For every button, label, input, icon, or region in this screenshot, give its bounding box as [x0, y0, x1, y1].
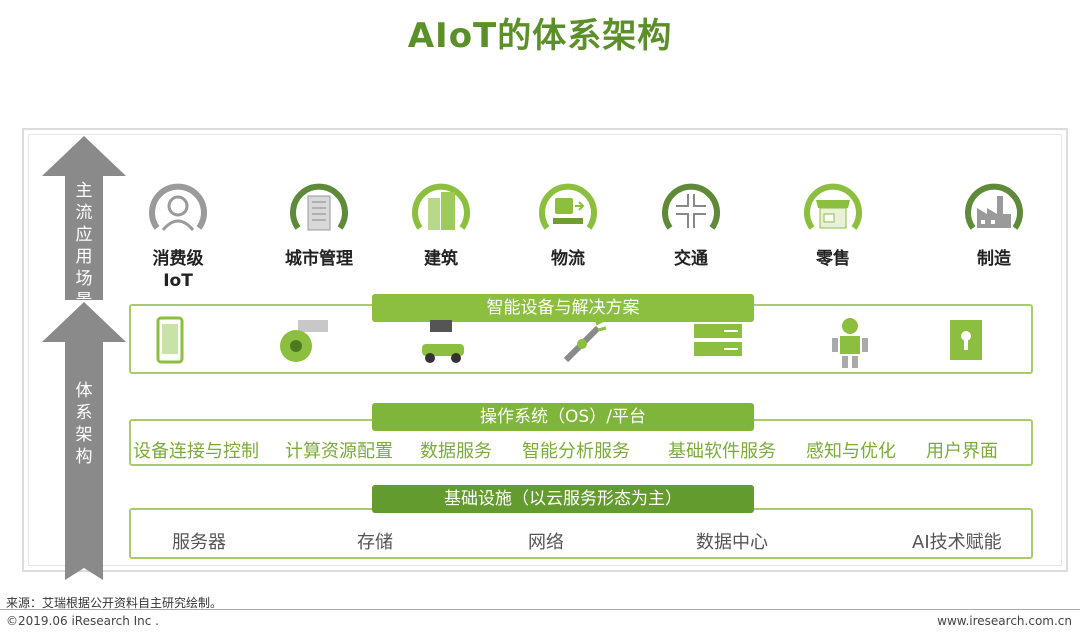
source-note: 来源：艾瑞根据公开资料自主研究绘制。 — [6, 596, 223, 610]
infra-item: 网络 — [528, 532, 564, 553]
arrow-up-icon — [42, 302, 126, 342]
architecture-axis-arrow: 体系架构 — [42, 302, 126, 580]
axis-label-char: 主 — [75, 181, 93, 201]
scenario-label: 建筑 — [424, 249, 458, 269]
diagram-frame — [22, 128, 1068, 572]
robot-icon — [828, 316, 872, 368]
camera-icon — [274, 316, 334, 366]
traffic-icon — [658, 178, 724, 244]
smart-lock-icon — [944, 316, 988, 366]
copyright: ©2019.06 iResearch Inc . — [6, 614, 159, 628]
os-item: 用户界面 — [926, 441, 998, 462]
footer-divider — [0, 609, 1080, 610]
arrow-tail — [65, 568, 103, 580]
axis-label-char: 场 — [75, 269, 93, 289]
robot-arm-icon — [556, 316, 610, 366]
arrow-up-icon — [42, 136, 126, 176]
person-icon — [145, 178, 211, 244]
axis-label-char: 系 — [75, 403, 93, 423]
website-link[interactable]: www.iresearch.com.cn — [937, 614, 1072, 628]
infra-layer-title: 基础设施（以云服务形态为主） — [372, 485, 754, 513]
robot-vehicle-icon — [416, 316, 470, 366]
axis-label-char: 架 — [75, 425, 93, 445]
os-item: 数据服务 — [420, 441, 492, 462]
infra-item: 存储 — [357, 532, 393, 553]
os-item: 感知与优化 — [806, 441, 896, 462]
scenario-retail: 零售 — [778, 178, 888, 270]
city-building-icon — [286, 178, 352, 244]
axis-label-char: 体 — [75, 381, 93, 401]
scenario-label: 零售 — [816, 249, 850, 269]
scenario-label: IoT — [163, 271, 193, 291]
page-title: AIoT的体系架构 — [407, 16, 673, 56]
scenario-traffic: 交通 — [636, 178, 746, 270]
axis-label-char: 用 — [75, 247, 93, 267]
architecture-axis-label: 体系架构 — [65, 342, 103, 568]
scenario-label: 制造 — [977, 249, 1011, 269]
axis-label-char: 流 — [75, 203, 93, 223]
scenario-consumer-iot: 消费级 IoT — [123, 178, 233, 292]
axis-label-char: 应 — [75, 225, 93, 245]
logistics-icon — [535, 178, 601, 244]
factory-icon — [961, 178, 1027, 244]
scenario-label: 城市管理 — [285, 249, 353, 269]
scenario-label: 交通 — [674, 249, 708, 269]
server-icon — [690, 316, 746, 366]
os-item: 基础软件服务 — [668, 441, 776, 462]
os-item: 计算资源配置 — [285, 441, 393, 462]
os-layer-title: 操作系统（OS）/平台 — [372, 403, 754, 431]
building-icon — [408, 178, 474, 244]
scenario-logistics: 物流 — [513, 178, 623, 270]
scenario-city-management: 城市管理 — [264, 178, 374, 270]
infra-item: 服务器 — [172, 532, 226, 553]
devices-layer-title: 智能设备与解决方案 — [372, 294, 754, 322]
axis-label-char: 构 — [75, 447, 93, 467]
scenario-label: 消费级 — [152, 249, 204, 269]
phone-icon — [148, 316, 192, 366]
infra-item: AI技术赋能 — [912, 532, 1002, 553]
os-item: 智能分析服务 — [522, 441, 630, 462]
diagram-inner-frame — [28, 134, 1062, 566]
infra-layer-box — [129, 508, 1033, 559]
os-item: 设备连接与控制 — [133, 441, 259, 462]
store-icon — [800, 178, 866, 244]
scenario-label: 物流 — [551, 249, 585, 269]
scenario-axis-arrow: 主流应用场景 — [42, 136, 126, 311]
infra-item: 数据中心 — [696, 532, 768, 553]
scenario-axis-label: 主流应用场景 — [65, 176, 103, 311]
scenario-building: 建筑 — [386, 178, 496, 270]
scenario-manufacturing: 制造 — [939, 178, 1049, 270]
